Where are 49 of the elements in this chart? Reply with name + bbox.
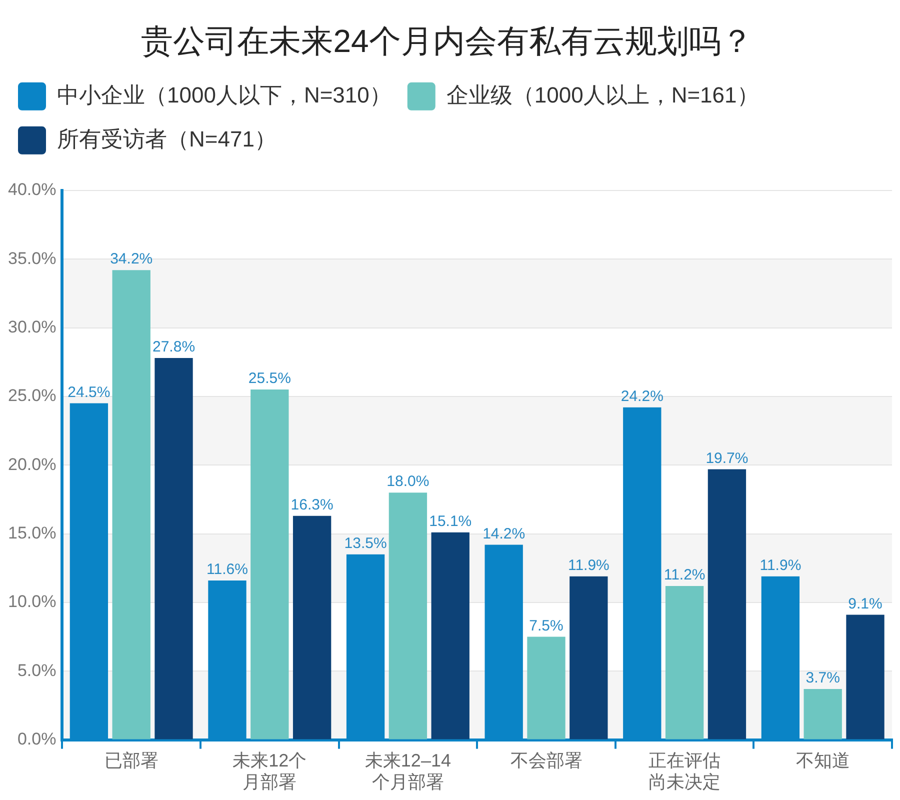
legend-label: 中小企业（1000人以下，N=310）: [57, 82, 392, 108]
bar: [250, 390, 289, 740]
data-label: 11.9%: [568, 556, 610, 574]
legend-label: 所有受访者（N=471）: [57, 126, 276, 152]
data-label: 7.5%: [529, 617, 564, 634]
y-tick-label: 35.0%: [8, 248, 56, 268]
data-label: 19.7%: [706, 450, 748, 467]
y-tick-label: 30.0%: [8, 317, 56, 336]
data-label: 34.2%: [110, 250, 153, 268]
y-tick-label: 20.0%: [8, 454, 56, 474]
data-label: 24.5%: [68, 384, 110, 401]
bar: [431, 532, 470, 740]
bar: [388, 492, 428, 740]
bar: [112, 270, 150, 740]
x-tick-label: 已部署: [104, 750, 158, 771]
y-tick-label: 40.0%: [8, 180, 56, 200]
bar: [804, 688, 842, 740]
y-tick-label: 15.0%: [8, 523, 56, 542]
y-tick-label: 10.0%: [8, 592, 56, 612]
data-label: 24.2%: [620, 388, 664, 406]
data-label: 11.2%: [664, 566, 706, 584]
bar: [846, 614, 884, 740]
bar: [527, 636, 566, 740]
bar: [708, 469, 746, 740]
chart-title: 贵公司在未来24个月内会有私有云规划吗？: [141, 23, 753, 60]
data-label: 27.8%: [152, 338, 196, 356]
y-tick-label: 25.0%: [8, 386, 56, 406]
x-tick-label: 不知道: [796, 750, 850, 771]
bar: [570, 576, 608, 740]
bar: [665, 586, 704, 740]
y-tick-label: 5.0%: [17, 660, 56, 680]
data-label: 15.1%: [429, 513, 472, 530]
data-label: 25.5%: [248, 370, 291, 388]
bar: [292, 516, 332, 740]
x-tick-label: 未来12个月部署: [232, 750, 307, 792]
data-label: 11.6%: [206, 561, 248, 578]
x-tick-label: 正在评估尚未决定: [648, 750, 721, 792]
x-tick-label: 不会部署: [510, 750, 582, 771]
data-label: 18.0%: [386, 473, 430, 490]
data-label: 3.7%: [806, 670, 840, 687]
data-label: 16.3%: [290, 496, 334, 514]
y-tick-label: 0.0%: [17, 729, 56, 748]
data-label: 11.9%: [760, 556, 802, 574]
data-label: 14.2%: [482, 525, 526, 542]
data-label: 13.5%: [344, 535, 387, 552]
bar: [154, 358, 193, 740]
x-tick-label: 未来12–14个月部署: [364, 750, 451, 792]
data-label: 9.1%: [848, 595, 882, 612]
legend-label: 企业级（1000人以上，N=161）: [446, 82, 759, 108]
